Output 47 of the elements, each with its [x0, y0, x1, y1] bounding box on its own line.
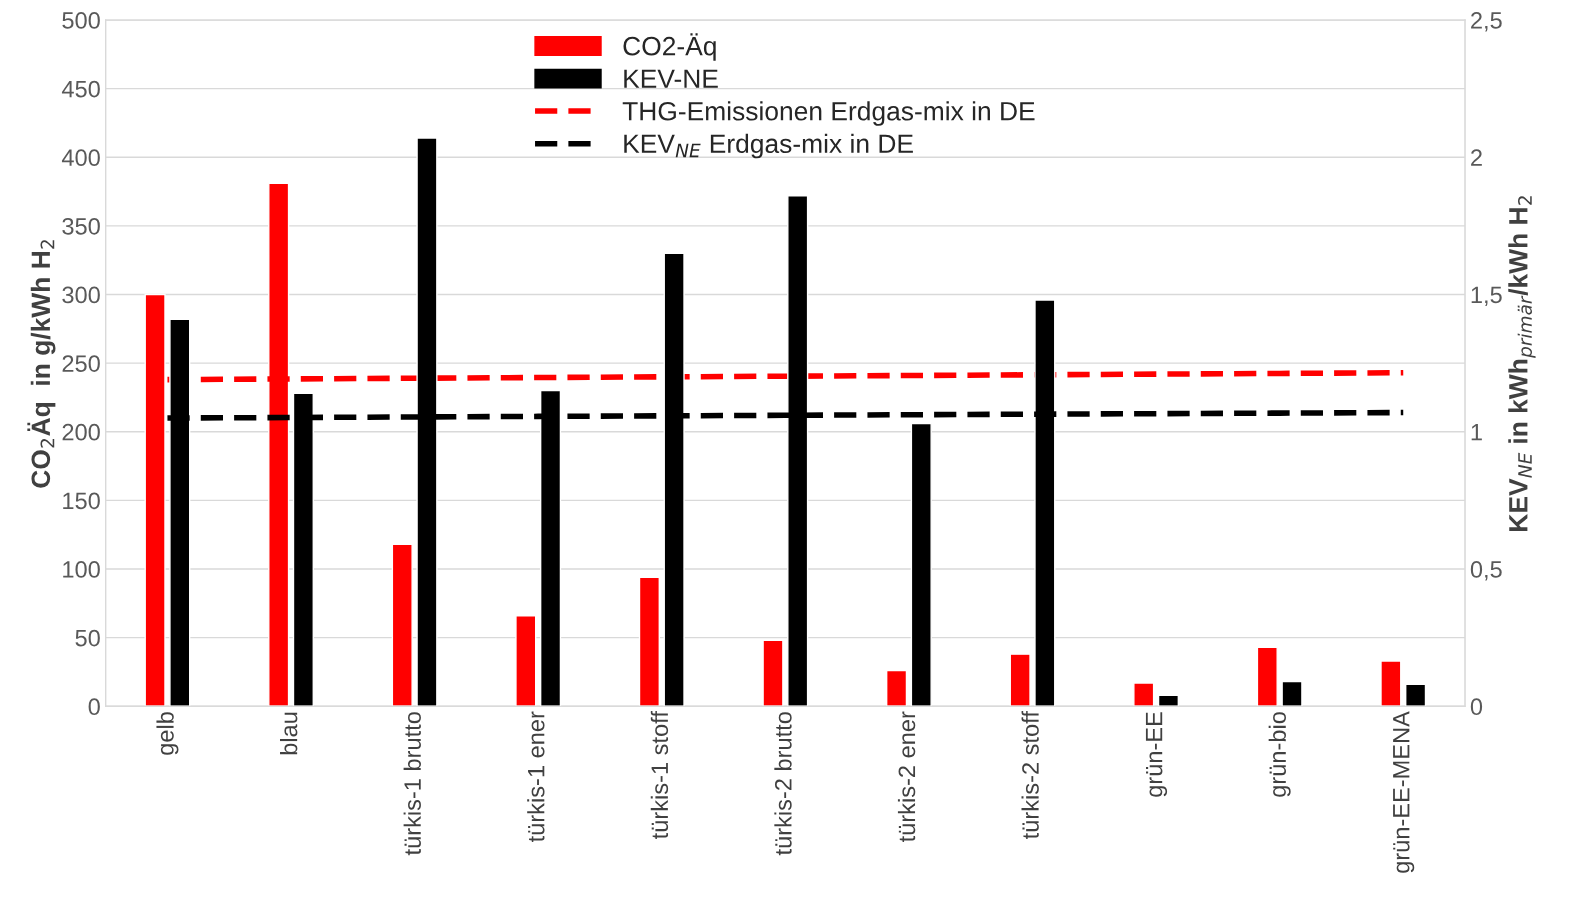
bar [515, 615, 537, 707]
y-axis-title: CO$_{2}$Äq in g/kWh H$_{2}$ [27, 240, 56, 488]
bar [910, 422, 932, 707]
x-tick-label: türkis-2 brutto [774, 712, 792, 856]
bar [885, 669, 908, 707]
legend-label: CO2-Äq [623, 33, 716, 61]
x-tick-label: türkis-1 brutto [403, 712, 421, 856]
y-tick-label: 100 [63, 561, 100, 578]
x-tick-label: türkis-2 stoff [1021, 711, 1039, 839]
x-tick-label: türkis-2 ener [897, 711, 916, 843]
y-tick-label: 350 [62, 217, 100, 235]
legend-label: KEV-NE [624, 69, 718, 88]
y-tick-label: 150 [63, 492, 100, 510]
x-tick-label: grün-EE-MENA [1393, 711, 1415, 873]
y-tick-label: 300 [62, 286, 100, 304]
bar [1281, 680, 1303, 707]
bar [1157, 694, 1180, 707]
y2-axis-title: KEV$_{NE}$ in kWh$_{primär}$/kWh H$_{2}$ [1508, 196, 1536, 531]
y-tick-label: 0 [88, 698, 100, 716]
y-tick-label: 500 [62, 12, 100, 29]
x-tick-label: türkis-1 stoff [650, 711, 669, 839]
y2-tick-label: 0 [1470, 698, 1483, 716]
y2-tick-label: 1,5 [1471, 286, 1502, 307]
y2-tick-label: 2,5 [1471, 12, 1502, 32]
y-tick-label: 50 [75, 629, 100, 647]
y2-tick-label: 1 [1471, 424, 1482, 441]
y-tick-label: 450 [61, 80, 100, 98]
x-tick-label: blau [280, 712, 298, 755]
bar [1256, 646, 1278, 707]
y-tick-label: 200 [62, 423, 100, 441]
legend-label: KEV$_{NE}$ Erdgas-mix in DE [624, 133, 913, 159]
x-tick-label: gelb [156, 712, 179, 755]
x-tick-label: grün-EE [1145, 712, 1168, 797]
bar [1380, 660, 1402, 707]
y-tick-label: 250 [62, 355, 100, 372]
bar [1009, 653, 1031, 707]
y2-tick-label: 2 [1471, 149, 1482, 166]
x-tick-label: türkis-1 ener [527, 711, 545, 843]
x-tick-label: grün-bio [1268, 712, 1291, 797]
y-tick-label: 400 [61, 149, 100, 167]
bar [762, 639, 784, 707]
y2-tick-label: 0,5 [1470, 561, 1502, 581]
bar [1405, 683, 1427, 707]
bar [638, 576, 660, 707]
bar [1133, 682, 1155, 707]
bar [391, 543, 413, 707]
legend-label: THG-Emissionen Erdgas-mix in DE [622, 101, 1035, 126]
